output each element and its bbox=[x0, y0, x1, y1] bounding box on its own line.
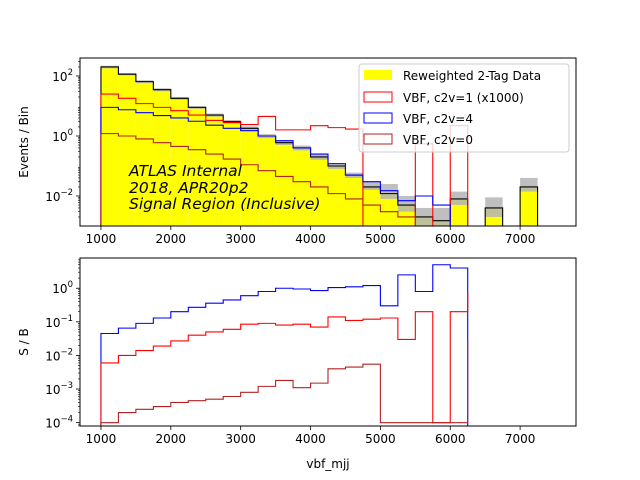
top-bar-reweighted-2-tag-data-3 bbox=[153, 89, 171, 226]
bottom-xtick-label-5000: 5000 bbox=[365, 432, 396, 446]
annotation-line-1: ATLAS Internal bbox=[128, 162, 243, 180]
legend-swatch-data bbox=[364, 70, 392, 80]
top-band-17 bbox=[397, 196, 416, 212]
annotation-line-3: Signal Region (Inclusive) bbox=[129, 195, 320, 213]
legend-swatch-c2v1 bbox=[363, 91, 393, 103]
top-axes-frame bbox=[79, 57, 577, 227]
bottom-series-vbf-c2v-1-x1000 bbox=[100, 291, 469, 426]
top-bar-reweighted-2-tag-data-13 bbox=[328, 166, 346, 226]
bottom-xtick-label-2000: 2000 bbox=[156, 432, 187, 446]
bottom-xlabel: vbf_mjj bbox=[306, 457, 349, 471]
top-band-15 bbox=[362, 181, 381, 190]
bottom-axes-frame bbox=[79, 257, 577, 427]
legend-label-c2v1: VBF, c2v=1 (x1000) bbox=[403, 91, 524, 105]
top-bar-reweighted-2-tag-data-24 bbox=[520, 186, 538, 226]
bottom-series-vbf-c2v-4 bbox=[100, 264, 469, 426]
top-bar-reweighted-2-tag-data-7 bbox=[223, 121, 241, 226]
legend-frame bbox=[358, 63, 570, 153]
top-xtick-label-5000: 5000 bbox=[365, 232, 396, 246]
legend-swatch-c2v4 bbox=[363, 112, 393, 124]
top-xtick-label-2000: 2000 bbox=[156, 232, 187, 246]
legend-label-c2v4: VBF, c2v=4 bbox=[403, 112, 473, 126]
top-bar-reweighted-2-tag-data-12 bbox=[310, 156, 328, 226]
legend: Reweighted 2-Tag Data VBF, c2v=1 (x1000)… bbox=[358, 63, 570, 153]
top-xtick-label-1000: 1000 bbox=[86, 232, 117, 246]
top-bar-reweighted-2-tag-data-9 bbox=[258, 136, 276, 226]
bottom-series-vbf-c2v-0 bbox=[100, 340, 469, 426]
legend-label-c2v0: VBF, c2v=0 bbox=[403, 133, 473, 147]
top-band-19 bbox=[432, 207, 451, 226]
top-bar-reweighted-2-tag-data-0 bbox=[100, 66, 119, 226]
bottom-ylabel: S / B bbox=[17, 328, 31, 356]
top-band-16 bbox=[380, 184, 398, 199]
top-bar-reweighted-2-tag-data-16 bbox=[380, 193, 398, 226]
top-bar-reweighted-2-tag-data-2 bbox=[135, 81, 154, 226]
top-bar-reweighted-2-tag-data-6 bbox=[205, 115, 224, 226]
top-bar-reweighted-2-tag-data-10 bbox=[275, 142, 294, 226]
top-bar-reweighted-2-tag-data-1 bbox=[118, 74, 136, 226]
top-series-vbf-c2v-0 bbox=[100, 133, 434, 226]
top-xtick-label-3000: 3000 bbox=[225, 232, 256, 246]
top-plot-area bbox=[100, 65, 539, 226]
annotation-line-2: 2018, APR20p2 bbox=[129, 179, 248, 197]
top-xtick-label-4000: 4000 bbox=[295, 232, 326, 246]
top-bar-reweighted-2-tag-data-20 bbox=[450, 198, 468, 226]
bottom-panel: 1000 2000 3000 4000 5000 6000 700010−410−310−2… bbox=[17, 257, 577, 471]
top-xtick-label-7000: 7000 bbox=[505, 232, 536, 246]
top-bar-reweighted-2-tag-data-15 bbox=[362, 186, 381, 226]
bottom-xtick-label-1000: 1000 bbox=[86, 432, 117, 446]
bottom-ticks: 1000 2000 3000 4000 5000 6000 700010−410−310−2… bbox=[45, 259, 536, 446]
top-xtick-label-6000: 6000 bbox=[435, 232, 466, 246]
top-band-24 bbox=[520, 177, 538, 192]
top-ylabel: Events / Bin bbox=[17, 106, 31, 177]
bottom-xtick-label-3000: 3000 bbox=[225, 432, 256, 446]
top-series-reweighted-2-tag-data-outline bbox=[100, 66, 539, 226]
top-annotation: ATLAS Internal 2018, APR20p2 Signal Regi… bbox=[128, 162, 320, 213]
legend-swatch-c2v0 bbox=[363, 133, 393, 145]
bottom-xtick-label-4000: 4000 bbox=[295, 432, 326, 446]
top-bar-reweighted-2-tag-data-11 bbox=[293, 147, 311, 226]
top-band-20 bbox=[450, 191, 468, 206]
top-bar-reweighted-2-tag-data-4 bbox=[170, 98, 189, 226]
legend-label-data: Reweighted 2-Tag Data bbox=[403, 69, 541, 83]
top-bar-reweighted-2-tag-data-8 bbox=[240, 128, 259, 226]
bottom-plot-area bbox=[100, 264, 469, 426]
top-bar-reweighted-2-tag-data-5 bbox=[188, 107, 206, 226]
bottom-xtick-label-6000: 6000 bbox=[435, 432, 466, 446]
top-band-22 bbox=[485, 197, 503, 217]
top-series-vbf-c2v-4 bbox=[100, 106, 451, 226]
top-bar-reweighted-2-tag-data-14 bbox=[345, 175, 363, 226]
bottom-xtick-label-7000: 7000 bbox=[505, 432, 536, 446]
